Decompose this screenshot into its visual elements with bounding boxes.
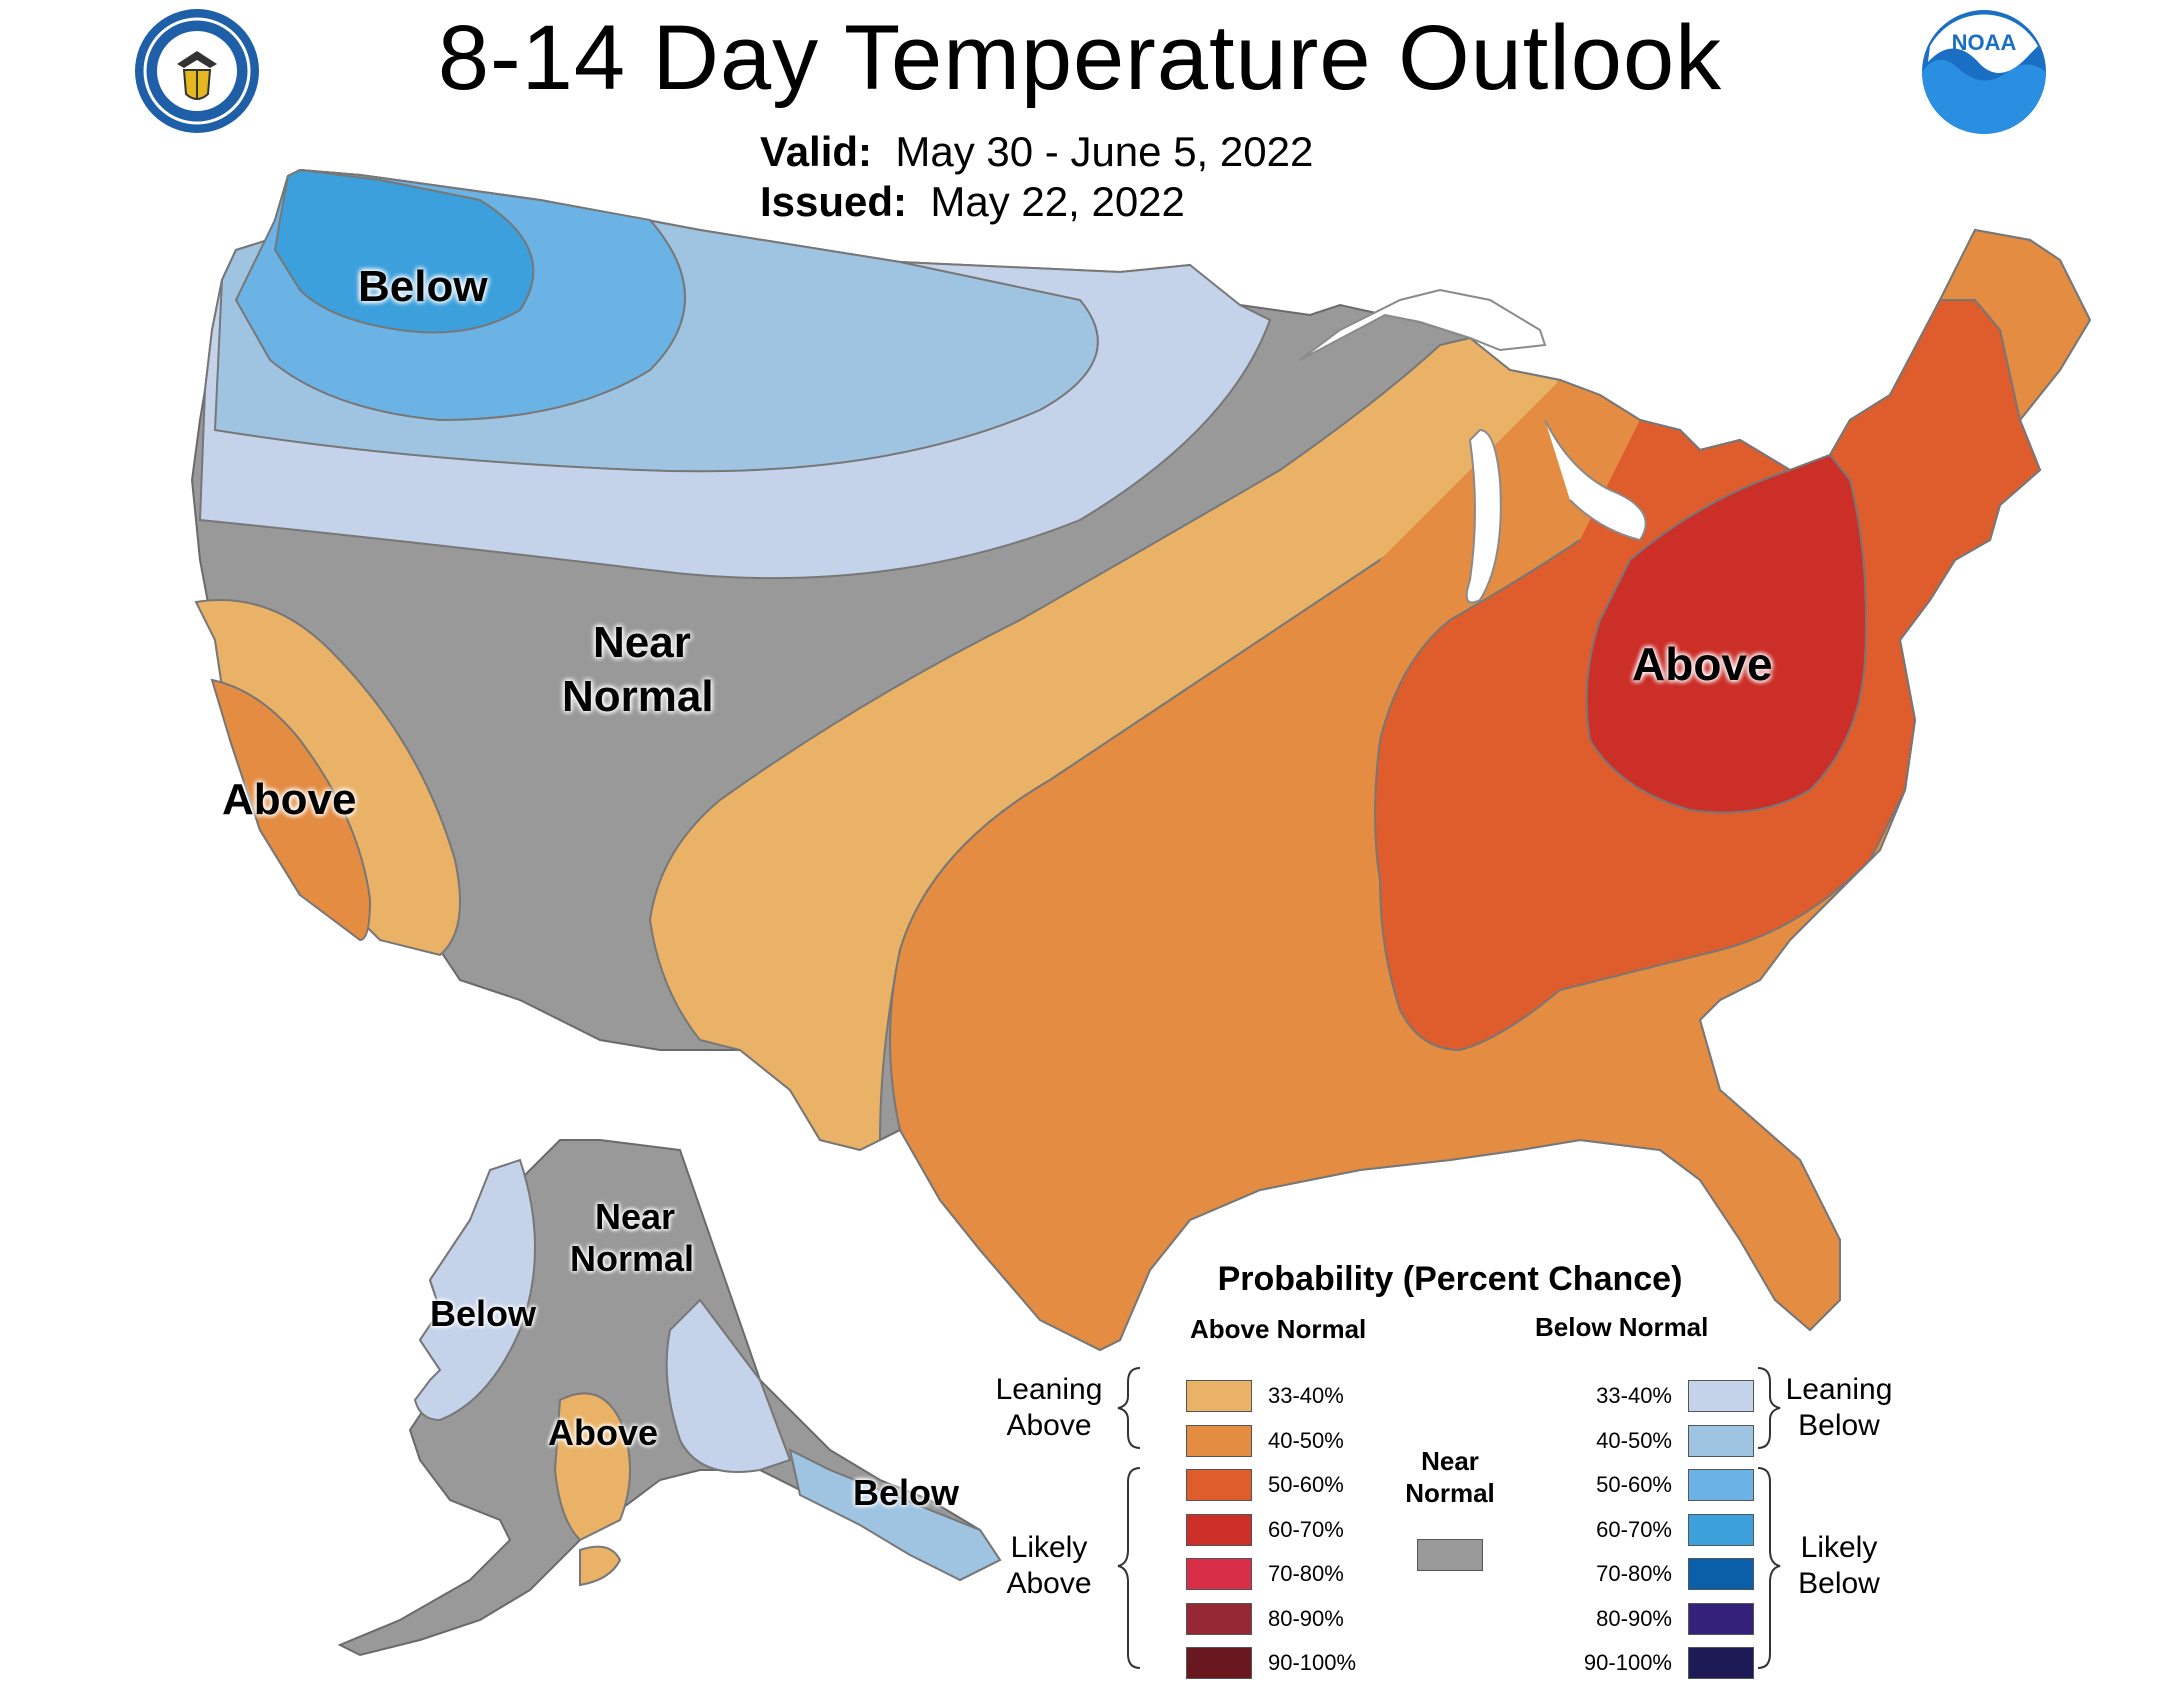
- legend-row: 80-90%: [1530, 1597, 1754, 1642]
- legend-swatch: [1688, 1424, 1754, 1457]
- legend-row: 60-70%: [1186, 1508, 1356, 1553]
- legend-leaning-above-2: Above: [1006, 1409, 1092, 1442]
- label-near-normal-alaska-2: Normal: [570, 1238, 695, 1279]
- legend-above-header: Above Normal: [1190, 1314, 1367, 1344]
- legend-range: 40-50%: [1268, 1427, 1344, 1453]
- legend-range: 80-90%: [1268, 1605, 1344, 1631]
- label-near-normal-west-1: Near: [593, 618, 691, 667]
- legend-swatch: [1688, 1513, 1754, 1546]
- legend-leaning-above-label: Leaning Above: [990, 1372, 1108, 1444]
- region-above-40-50-california: [210, 678, 372, 942]
- legend-row: 60-70%: [1530, 1508, 1754, 1553]
- legend-row: 80-90%: [1186, 1597, 1356, 1642]
- legend-leaning-below-1: Leaning: [1785, 1373, 1893, 1406]
- label-above-east: Above: [1632, 638, 1773, 690]
- label-near-normal-alaska-1: Near: [595, 1196, 676, 1237]
- legend-range: 70-80%: [1268, 1561, 1344, 1587]
- region-above-60-70-east: [1585, 453, 1867, 814]
- legend-range: 50-60%: [1268, 1472, 1344, 1498]
- page-title: 8-14 Day Temperature Outlook: [437, 7, 1723, 109]
- label-above-california: Above: [222, 775, 357, 824]
- region-leaning-above-california: [194, 599, 461, 957]
- region-below-60-70-conus: [273, 168, 535, 334]
- legend-range: 60-70%: [1596, 1516, 1672, 1542]
- legend-likely-below-label: Likely Below: [1780, 1530, 1898, 1602]
- noaa-logo-text: NOAA: [1952, 30, 2017, 55]
- legend-range: 80-90%: [1596, 1605, 1672, 1631]
- region-leaning-above-alaska: [553, 1392, 631, 1542]
- valid-label: Valid:: [760, 128, 873, 175]
- legend: Probability (Percent Chance) Above Norma…: [990, 1260, 1910, 1680]
- legend-leaning-below-2: Below: [1798, 1409, 1880, 1442]
- legend-near-normal-1: Near: [1421, 1446, 1479, 1476]
- legend-swatch: [1186, 1469, 1252, 1502]
- region-leaning-below-alaska-panhandle: [788, 1448, 1002, 1582]
- legend-swatch: [1688, 1558, 1754, 1591]
- issued-label: Issued:: [760, 178, 908, 225]
- legend-swatch: [1186, 1513, 1252, 1546]
- great-lakes: [1299, 288, 1647, 604]
- legend-swatch: [1186, 1558, 1252, 1591]
- legend-below-list: 33-40% 40-50% 50-60% 60-70% 70-80% 80-90…: [1530, 1374, 1754, 1686]
- label-below-alaska-west: Below: [430, 1293, 537, 1334]
- legend-range: 33-40%: [1596, 1383, 1672, 1409]
- legend-row: 40-50%: [1186, 1419, 1356, 1464]
- legend-range: 60-70%: [1268, 1516, 1344, 1542]
- legend-swatch: [1688, 1380, 1754, 1413]
- legend-range: 50-60%: [1596, 1472, 1672, 1498]
- legend-swatch: [1186, 1380, 1252, 1413]
- legend-row: 90-100%: [1186, 1641, 1356, 1686]
- label-below-alaska-southeast: Below: [853, 1472, 960, 1513]
- valid-value: May 30 - June 5, 2022: [895, 128, 1314, 175]
- legend-leaning-above-1: Leaning: [995, 1373, 1103, 1406]
- legend-near-normal-swatch: [1417, 1539, 1483, 1571]
- legend-row: 70-80%: [1530, 1552, 1754, 1597]
- legend-range: 90-100%: [1583, 1650, 1672, 1676]
- legend-range: 90-100%: [1268, 1650, 1357, 1676]
- valid-dates: Valid: May 30 - June 5, 2022: [760, 128, 1313, 176]
- region-leaning-above-alaska-kodiak: [579, 1545, 622, 1587]
- legend-likely-below-1: Likely: [1800, 1531, 1878, 1564]
- legend-row: 50-60%: [1186, 1463, 1356, 1508]
- region-leaning-below-alaska-east: [665, 1298, 792, 1473]
- legend-row: 70-80%: [1186, 1552, 1356, 1597]
- legend-swatch: [1186, 1602, 1252, 1635]
- legend-likely-above-2: Above: [1006, 1567, 1092, 1600]
- legend-near-normal: Near Normal: [1400, 1445, 1500, 1571]
- legend-row: 50-60%: [1530, 1463, 1754, 1508]
- legend-leaning-below-label: Leaning Below: [1780, 1372, 1898, 1444]
- label-below-northwest: Below: [358, 262, 488, 311]
- legend-row: 40-50%: [1530, 1419, 1754, 1464]
- legend-braces: [1117, 1367, 1781, 1669]
- legend-swatch: [1186, 1647, 1252, 1680]
- legend-range: 40-50%: [1596, 1427, 1672, 1453]
- legend-likely-above-1: Likely: [1010, 1531, 1088, 1564]
- label-near-normal-west-2: Normal: [562, 672, 714, 721]
- legend-swatch: [1688, 1647, 1754, 1680]
- legend-near-normal-2: Normal: [1405, 1478, 1495, 1508]
- issued-date: Issued: May 22, 2022: [760, 178, 1185, 226]
- region-leaning-below-alaska-west: [413, 1158, 536, 1422]
- legend-swatch: [1186, 1424, 1252, 1457]
- legend-below-header: Below Normal: [1535, 1312, 1709, 1342]
- legend-row: 33-40%: [1186, 1374, 1356, 1419]
- issued-value: May 22, 2022: [930, 178, 1185, 225]
- legend-swatch: [1688, 1602, 1754, 1635]
- commerce-seal-icon: [135, 9, 259, 133]
- label-above-alaska: Above: [548, 1412, 659, 1453]
- legend-range: 33-40%: [1268, 1383, 1344, 1409]
- legend-range: 70-80%: [1596, 1561, 1672, 1587]
- legend-title: Probability (Percent Chance): [1217, 1260, 1683, 1298]
- legend-likely-above-label: Likely Above: [990, 1530, 1108, 1602]
- legend-row: 33-40%: [1530, 1374, 1754, 1419]
- legend-likely-below-2: Below: [1798, 1567, 1880, 1600]
- legend-above-list: 33-40% 40-50% 50-60% 60-70% 70-80% 80-90…: [1186, 1374, 1356, 1686]
- legend-row: 90-100%: [1530, 1641, 1754, 1686]
- legend-swatch: [1688, 1469, 1754, 1502]
- noaa-logo-icon: NOAA: [1922, 10, 2046, 134]
